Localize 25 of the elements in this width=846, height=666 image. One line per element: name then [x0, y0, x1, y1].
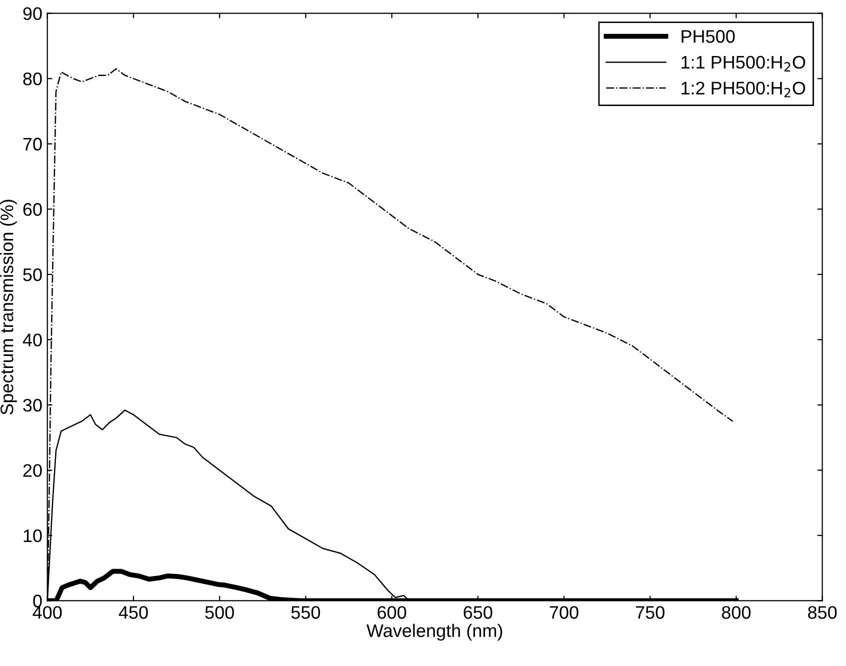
x-tick-label: 650: [464, 606, 492, 619]
x-tick-label: 450: [118, 606, 148, 619]
x-tick-label: 750: [636, 606, 664, 619]
y-tick-label: 20: [23, 464, 42, 477]
y-tick-label: 40: [22, 334, 42, 346]
y-tick-label: 30: [23, 398, 42, 412]
legend-label: 1:1 PH500:H$_{2}$O: [682, 56, 806, 72]
x-tick-label: 700: [550, 606, 578, 619]
y-tick-label: 60: [23, 203, 42, 216]
legend-label: 1:2 PH500:H$_{2}$O: [682, 82, 806, 98]
y-axis-title: Spectrum transmission (%): [0, 200, 17, 415]
x-tick-label: 800: [722, 606, 751, 619]
legend-label: PH500: [682, 30, 735, 43]
x-tick-label: 400: [32, 606, 62, 619]
x-tick-label: 600: [378, 606, 406, 619]
x-tick-label: 500: [205, 606, 234, 619]
y-tick-label: 10: [24, 529, 42, 542]
x-tick-label: 850: [808, 606, 837, 619]
y-tick-label: 0: [33, 594, 42, 608]
y-tick-label: 90: [23, 7, 42, 20]
y-tick-label: 50: [23, 268, 42, 282]
x-tick-label: 550: [291, 606, 320, 619]
y-tick-label: 70: [23, 138, 42, 151]
x-axis-title: Wavelength (nm): [366, 624, 502, 641]
y-tick-label: 80: [23, 72, 42, 86]
